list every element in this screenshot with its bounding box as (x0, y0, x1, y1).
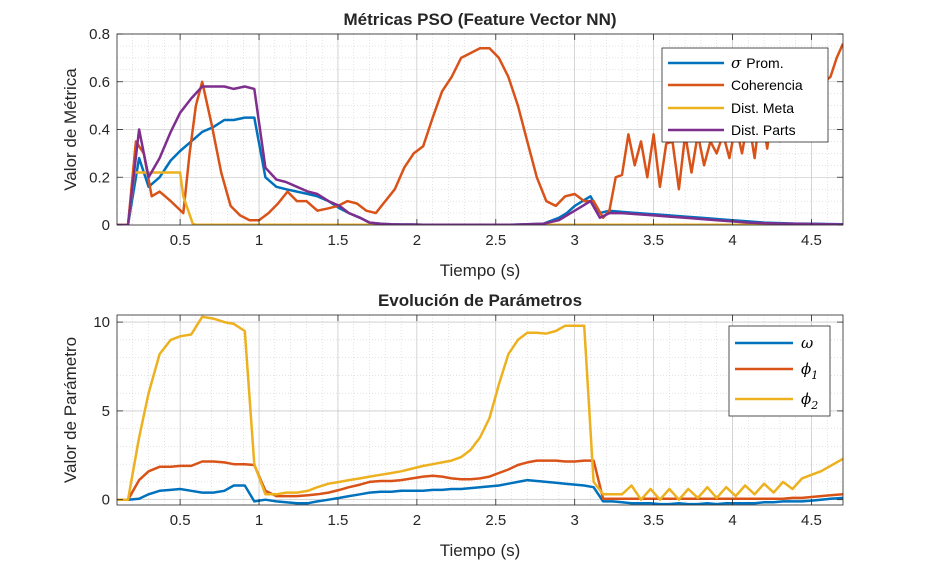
metrics-ytick-labels: 0 0.2 0.4 0.6 0.8 (89, 26, 110, 234)
x-tick-label: 0.5 (170, 512, 191, 529)
x-tick-label: 1 (255, 512, 263, 529)
metrics-axes: 0.5 1 1.5 2 2.5 3 3.5 4 4.5 0 0.2 0.4 0.6 0.8 Métric… (61, 10, 844, 280)
legend-entry-phi-2: ϕ2 (735, 390, 818, 412)
parameters-series (117, 315, 843, 505)
legend-entry-sigma-prom: σ Prom. (668, 54, 784, 72)
legend-entry-omega: ω (735, 334, 813, 352)
parameters-x-axis-label: Tiempo (s) (440, 541, 521, 560)
metrics-chart-title: Métricas PSO (Feature Vector NN) (343, 10, 616, 29)
x-tick-label: 0.5 (170, 232, 191, 249)
legend-label-dist-parts: Dist. Parts (731, 122, 796, 138)
legend-subscript-1: 1 (811, 369, 818, 382)
parameters-legend: ω ϕ1 ϕ2 (728, 325, 831, 417)
series-line-ϕ1 (117, 459, 843, 501)
legend-symbol-phi: ϕ (801, 390, 811, 408)
legend-label-phi-2: ϕ2 (801, 390, 818, 412)
legend-label-sigma-prom: σ Prom. (731, 54, 784, 72)
parameters-axes-box (116, 314, 844, 506)
legend-symbol-sigma: σ (731, 54, 742, 72)
y-tick-label: 0 (102, 217, 110, 234)
legend-label-omega: ω (801, 334, 813, 352)
y-tick-label: 0.2 (89, 169, 110, 186)
y-tick-label: 0 (102, 492, 110, 509)
x-tick-label: 3.5 (643, 512, 664, 529)
legend-label-coherencia: Coherencia (731, 77, 803, 93)
x-tick-label: 3.5 (643, 232, 664, 249)
x-tick-label: 1.5 (328, 232, 349, 249)
legend-entry-coherencia: Coherencia (668, 77, 803, 93)
metrics-y-axis-label: Valor de Métrica (61, 68, 80, 191)
metrics-tick-marks (117, 33, 843, 226)
metrics-grid (116, 33, 844, 226)
legend-entry-dist-parts: Dist. Parts (668, 122, 796, 138)
x-tick-label: 2.5 (485, 232, 506, 249)
parameters-chart-title: Evolución de Parámetros (378, 291, 582, 310)
series-line-ω (117, 478, 843, 505)
x-tick-label: 1.5 (328, 512, 349, 529)
parameters-xtick-labels: 0.5 1 1.5 2 2.5 3 3.5 4 4.5 (170, 512, 822, 529)
x-tick-label: 2 (413, 512, 421, 529)
x-tick-label: 4.5 (801, 512, 822, 529)
parameters-y-axis-label: Valor de Parámetro (61, 337, 80, 483)
x-tick-label: 3 (571, 512, 579, 529)
x-tick-label: 4.5 (801, 232, 822, 249)
legend-entry-dist-meta: Dist. Meta (668, 100, 794, 116)
parameters-legend-box (728, 325, 831, 417)
series-line-ϕ2 (117, 315, 843, 501)
x-tick-label: 2.5 (485, 512, 506, 529)
metrics-x-axis-label: Tiempo (s) (440, 261, 521, 280)
y-tick-label: 5 (102, 403, 110, 420)
parameters-tick-marks (117, 315, 843, 505)
x-tick-label: 3 (571, 232, 579, 249)
legend-label-phi-1: ϕ1 (801, 360, 818, 382)
legend-text-prom: Prom. (746, 55, 783, 71)
series-line-dist-parts (117, 85, 843, 225)
parameters-ytick-labels: 0 5 10 (93, 314, 110, 509)
parameters-axes: 0.5 1 1.5 2 2.5 3 3.5 4 4.5 0 5 10 Evolución de Pa… (61, 291, 844, 560)
y-tick-label: 0.4 (89, 122, 110, 139)
x-tick-label: 1 (255, 232, 263, 249)
y-tick-label: 0.6 (89, 74, 110, 91)
x-tick-label: 4 (728, 232, 736, 249)
y-tick-label: 10 (93, 314, 110, 331)
y-tick-label: 0.8 (89, 26, 110, 43)
metrics-legend: σ Prom. Coherencia Dist. Meta Dist. Parts (661, 47, 829, 143)
x-tick-label: 4 (728, 512, 736, 529)
legend-subscript-2: 2 (810, 399, 818, 412)
metrics-xtick-labels: 0.5 1 1.5 2 2.5 3 3.5 4 4.5 (170, 232, 822, 249)
legend-symbol-phi: ϕ (801, 360, 811, 378)
legend-label-dist-meta: Dist. Meta (731, 100, 794, 116)
x-tick-label: 2 (413, 232, 421, 249)
legend-entry-phi-1: ϕ1 (735, 360, 818, 382)
